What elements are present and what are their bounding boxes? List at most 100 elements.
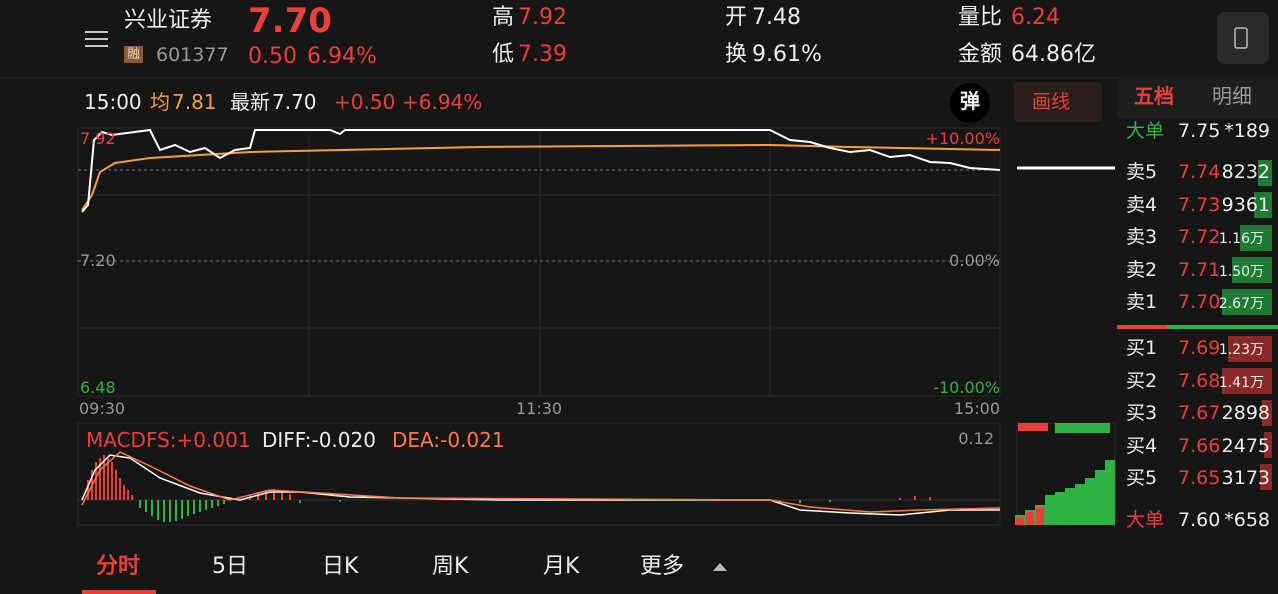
more-arrow: [713, 563, 727, 571]
price-grid: [77, 127, 1001, 526]
pop-button[interactable]: 弹: [960, 89, 980, 113]
avg: 7.81: [172, 90, 217, 114]
book-label: 买4: [1126, 434, 1158, 457]
book-price: 7.72: [1178, 226, 1221, 248]
time-label: 09:30: [79, 399, 126, 418]
amount: 64.86亿: [1011, 42, 1096, 67]
book-volume: 2475: [1221, 434, 1270, 457]
diff: DIFF:-0.020: [262, 428, 376, 452]
dea-line: [81, 451, 1001, 513]
low: 7.39: [518, 42, 567, 67]
book-volume: 1.23万: [1218, 342, 1264, 358]
info-change-pct: +6.94%: [402, 90, 483, 114]
panel-tab[interactable]: 五档: [1134, 84, 1174, 108]
book-price: 7.66: [1178, 434, 1221, 457]
turnover-label: 换: [725, 42, 748, 67]
book-volume: 2898: [1221, 402, 1270, 424]
side-volume: [1015, 422, 1116, 526]
book-price: 7.67: [1178, 402, 1221, 424]
macd-bars: [87, 455, 931, 522]
avg-label: 均: [150, 90, 170, 114]
vol-ratio: 6.24: [1011, 5, 1060, 30]
axis-top: 7.92: [80, 129, 116, 148]
high: 7.92: [518, 5, 567, 30]
change-pct: 6.94%: [307, 44, 377, 69]
draw-button-bg: [1014, 82, 1102, 122]
open-label: 开: [725, 5, 748, 30]
book-label: 买5: [1126, 467, 1158, 489]
book-price: 7.75: [1178, 120, 1221, 142]
panel-tabs-bg: [1117, 78, 1278, 118]
axis-bottom: 6.48: [80, 378, 116, 397]
latest-label: 最新: [230, 90, 270, 114]
macdfs: MACDFS:+0.001: [86, 428, 251, 452]
stock-code: 601377: [156, 44, 229, 66]
menu-icon: [85, 31, 108, 47]
book-volume: 1.16万: [1218, 231, 1264, 247]
bottom-tab[interactable]: 更多: [640, 554, 685, 579]
book-volume: 1.50万: [1218, 263, 1264, 280]
book-bars: [1222, 160, 1272, 490]
book-volume: 9361: [1221, 193, 1270, 216]
axis-mid-pct: 0.00%: [949, 251, 1000, 270]
book-price: 7.73: [1178, 193, 1221, 216]
book-price: 7.70: [1178, 291, 1221, 313]
high-label: 高: [492, 5, 515, 30]
info-time: 15:00: [84, 90, 142, 114]
diff-line: [81, 454, 1000, 516]
price: 7.70: [248, 1, 332, 41]
book-price: 7.74: [1178, 161, 1221, 183]
bottom-tab[interactable]: 日K: [322, 554, 359, 579]
book-label: 买2: [1126, 369, 1158, 392]
book-label: 卖1: [1126, 291, 1158, 313]
amount-label: 金额: [958, 42, 1003, 67]
turnover: 9.61%: [752, 42, 822, 67]
book-label: 大单: [1126, 120, 1165, 142]
bottom-tab[interactable]: 月K: [543, 554, 580, 579]
book-label: 卖3: [1126, 226, 1158, 248]
panel-tab[interactable]: 明细: [1212, 84, 1252, 108]
time-label: 15:00: [953, 399, 1000, 418]
book-volume: *658: [1224, 509, 1270, 531]
open: 7.48: [752, 5, 801, 30]
book-volume: 8232: [1221, 161, 1270, 183]
book-label: 卖4: [1126, 193, 1158, 216]
draw-button[interactable]: 画线: [1032, 91, 1071, 113]
change: 0.50: [248, 44, 297, 69]
split-green: [1167, 325, 1278, 329]
tab-indicator: [82, 590, 156, 594]
info-change: +0.50: [334, 90, 396, 114]
bottom-tab[interactable]: 分时: [96, 554, 141, 579]
stock-name: 兴业证券: [124, 8, 213, 33]
axis-top-pct: +10.00%: [925, 129, 1000, 148]
book-price: 7.71: [1178, 258, 1221, 281]
latest: 7.70: [272, 90, 317, 114]
book-label: 买3: [1126, 402, 1158, 424]
axis-mid: 7.20: [80, 251, 116, 270]
price-line: [81, 128, 1001, 213]
low-label: 低: [492, 42, 515, 67]
axis-bottom-pct: -10.00%: [933, 378, 1000, 397]
book-label: 大单: [1126, 509, 1165, 531]
bottom-tab[interactable]: 5日: [212, 554, 248, 579]
book-label: 卖2: [1126, 258, 1158, 281]
device-button[interactable]: [1217, 12, 1269, 64]
bottom-tab[interactable]: 周K: [432, 554, 469, 579]
book-price: 7.60: [1178, 509, 1221, 531]
book-volume: 3173: [1221, 467, 1270, 489]
book-price: 7.69: [1178, 337, 1221, 359]
book-volume: 1.41万: [1218, 374, 1264, 391]
pop-button-bg: [950, 83, 990, 123]
split-red: [1117, 325, 1167, 329]
margin-tag: 融: [124, 46, 144, 63]
dea: DEA:-0.021: [392, 428, 505, 452]
time-label: 11:30: [516, 399, 563, 418]
macd-max: 0.12: [958, 429, 994, 448]
book-label: 买1: [1126, 337, 1158, 359]
avg-line: [81, 143, 1001, 211]
book-label: 卖5: [1126, 161, 1158, 183]
vol-ratio-label: 量比: [958, 5, 1003, 30]
book-volume: 2.67万: [1218, 296, 1264, 312]
